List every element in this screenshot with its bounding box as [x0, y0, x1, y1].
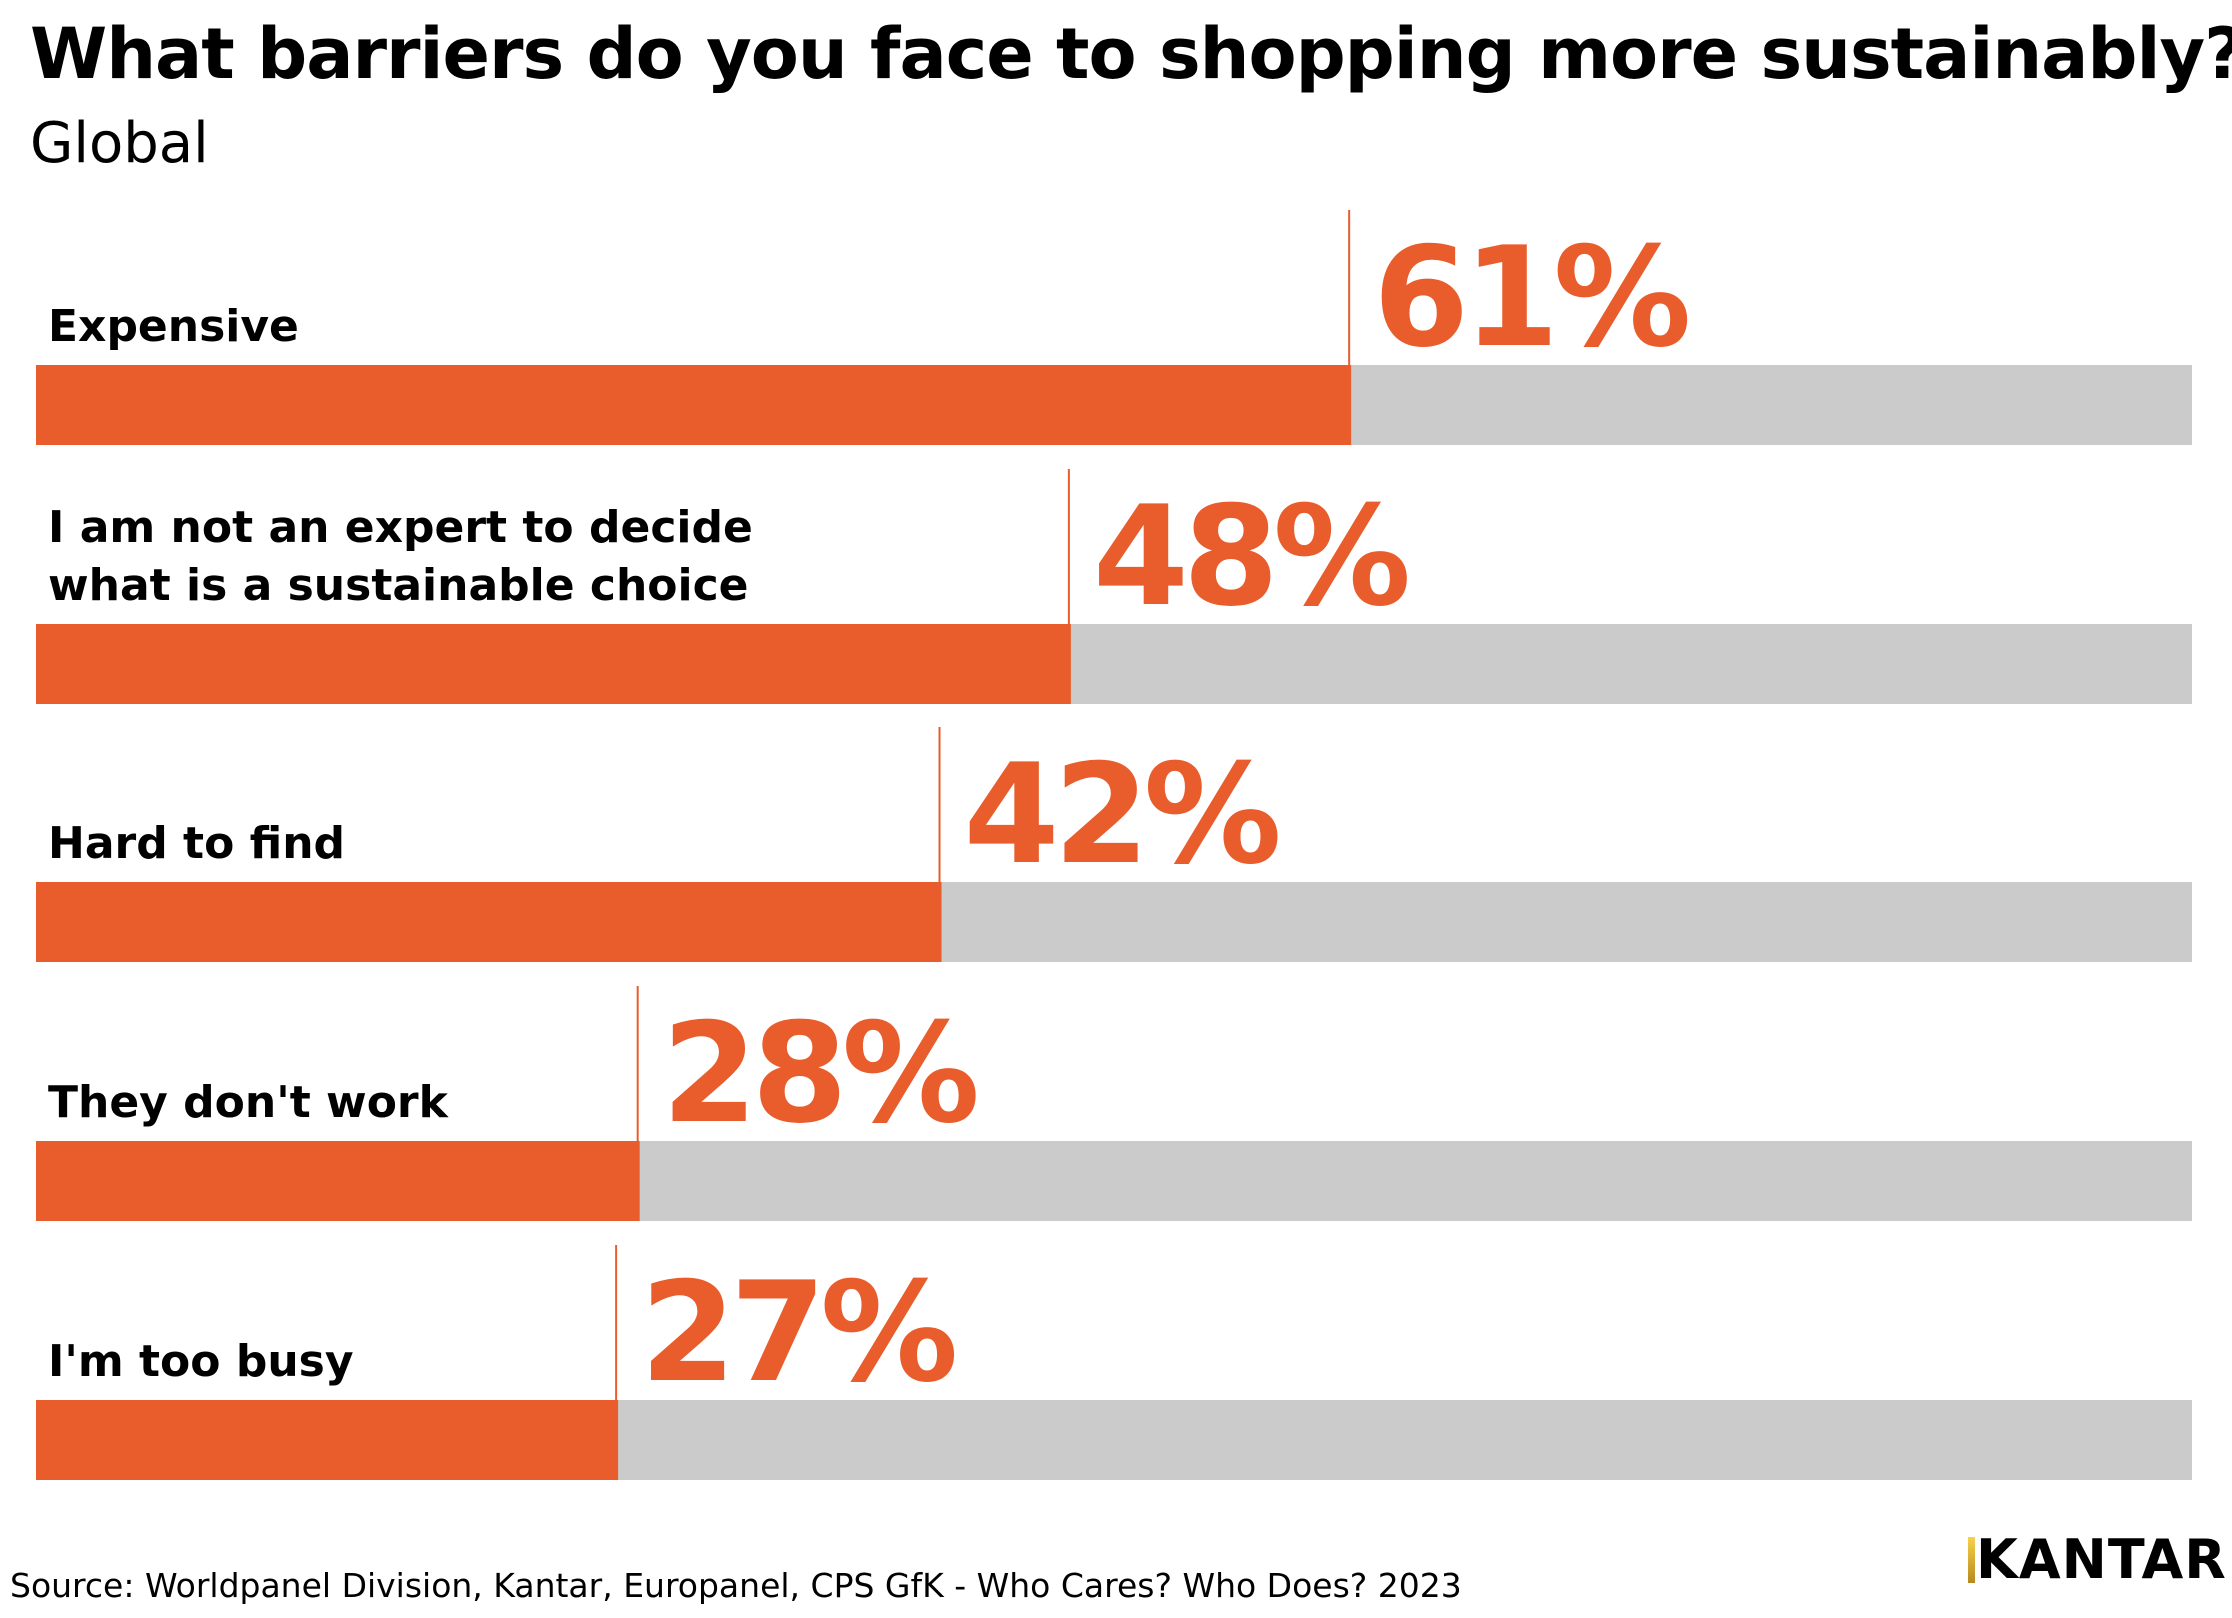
value-label: 28%	[662, 993, 976, 1154]
category-label: Hard to find	[48, 818, 345, 869]
logo-accent-bar	[1968, 1537, 1975, 1583]
bar	[36, 624, 1071, 704]
kantar-logo: KANTAR	[1968, 1528, 2227, 1591]
category-label: I'm too busy	[48, 1336, 354, 1387]
chart-title: What barriers do you face to shopping mo…	[30, 13, 2232, 95]
category-label: what is a sustainable choice	[48, 560, 749, 611]
value-label: 48%	[1093, 476, 1407, 637]
bar	[36, 1141, 640, 1221]
bar	[36, 1400, 619, 1480]
chart-subtitle: Global	[30, 111, 209, 176]
value-label: 61%	[1373, 217, 1687, 378]
source-note: Source: Worldpanel Division, Kantar, Eur…	[10, 1566, 1462, 1605]
bar	[36, 365, 1352, 445]
bar	[36, 882, 942, 962]
category-label: I am not an expert to decide	[48, 502, 753, 553]
value-label: 27%	[640, 1252, 954, 1413]
category-label: Expensive	[48, 301, 299, 352]
logo-text: KANTAR	[1976, 1528, 2227, 1591]
category-label: They don't work	[48, 1077, 450, 1128]
value-label: 42%	[964, 734, 1278, 895]
